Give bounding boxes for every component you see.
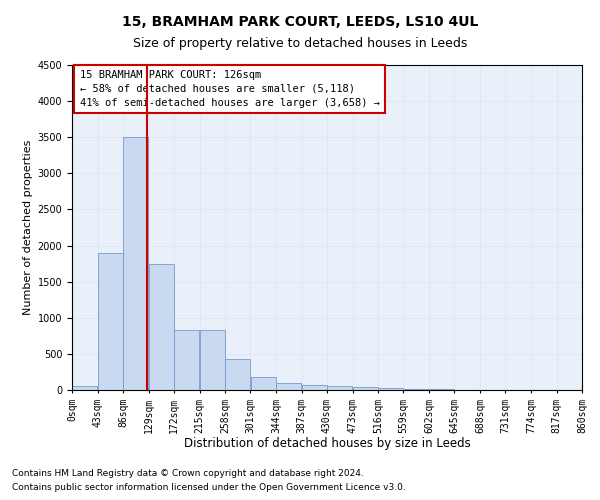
Bar: [353, 387, 378, 390]
Text: Contains HM Land Registry data © Crown copyright and database right 2024.: Contains HM Land Registry data © Crown c…: [12, 468, 364, 477]
Bar: [200, 330, 225, 390]
Text: Size of property relative to detached houses in Leeds: Size of property relative to detached ho…: [133, 38, 467, 51]
Text: Contains public sector information licensed under the Open Government Licence v3: Contains public sector information licen…: [12, 484, 406, 492]
Text: 15 BRAMHAM PARK COURT: 126sqm
← 58% of detached houses are smaller (5,118)
41% o: 15 BRAMHAM PARK COURT: 126sqm ← 58% of d…: [80, 70, 380, 108]
Bar: [149, 264, 174, 390]
Bar: [98, 253, 123, 390]
Bar: [174, 330, 199, 390]
X-axis label: Distribution of detached houses by size in Leeds: Distribution of detached houses by size …: [184, 437, 470, 450]
Y-axis label: Number of detached properties: Number of detached properties: [23, 140, 34, 315]
Bar: [251, 378, 276, 390]
Bar: [225, 360, 250, 390]
Bar: [123, 137, 148, 390]
Bar: [72, 386, 97, 390]
Bar: [404, 389, 429, 390]
Bar: [327, 386, 352, 390]
Bar: [276, 383, 301, 390]
Bar: [378, 388, 403, 390]
Text: 15, BRAMHAM PARK COURT, LEEDS, LS10 4UL: 15, BRAMHAM PARK COURT, LEEDS, LS10 4UL: [122, 15, 478, 29]
Bar: [302, 384, 327, 390]
